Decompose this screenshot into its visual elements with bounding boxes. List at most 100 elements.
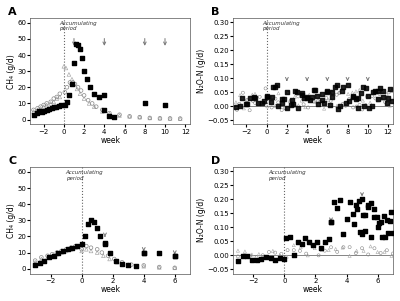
Point xyxy=(341,101,347,106)
Point xyxy=(37,261,43,265)
Text: B: B xyxy=(211,7,219,17)
Point xyxy=(275,103,282,108)
Point xyxy=(299,91,305,95)
Point xyxy=(70,80,76,85)
Point xyxy=(352,96,359,101)
Point xyxy=(315,101,321,106)
Point xyxy=(71,61,77,66)
Point xyxy=(48,101,54,106)
Point xyxy=(255,101,262,106)
Point xyxy=(252,101,258,105)
Point xyxy=(126,114,133,119)
Point xyxy=(247,96,253,101)
Point xyxy=(84,77,90,82)
Point xyxy=(274,82,280,87)
Point xyxy=(78,247,85,252)
Point xyxy=(326,248,332,253)
Point xyxy=(50,96,57,101)
Point xyxy=(356,198,362,203)
Point xyxy=(78,242,85,247)
Text: D: D xyxy=(211,156,220,166)
Point xyxy=(101,107,108,112)
Point xyxy=(377,85,384,90)
Point xyxy=(312,87,318,92)
Point xyxy=(379,90,385,95)
Point xyxy=(308,98,314,102)
Point xyxy=(376,92,383,96)
Point xyxy=(340,232,347,237)
Point xyxy=(374,96,381,101)
Point xyxy=(41,258,48,263)
Point xyxy=(328,89,335,94)
Point xyxy=(322,239,328,244)
Point xyxy=(321,101,327,106)
Point xyxy=(114,260,120,265)
Point xyxy=(351,222,358,226)
Point xyxy=(304,253,311,258)
Point xyxy=(343,217,350,222)
Point xyxy=(295,103,302,108)
Point xyxy=(75,43,81,48)
Point xyxy=(69,77,75,82)
Point xyxy=(177,116,183,121)
Point xyxy=(249,257,255,262)
Point xyxy=(332,247,339,251)
Text: Accumulating
period: Accumulating period xyxy=(66,170,103,181)
Point xyxy=(346,245,353,250)
Point xyxy=(280,96,287,101)
Point xyxy=(241,106,247,111)
Point xyxy=(375,89,381,94)
Point xyxy=(354,95,361,100)
Point xyxy=(270,85,276,90)
Point xyxy=(64,247,71,252)
Point xyxy=(283,105,289,110)
Point xyxy=(268,95,274,100)
Y-axis label: CH₄ (g/d): CH₄ (g/d) xyxy=(7,203,16,238)
Point xyxy=(383,101,390,105)
Point xyxy=(58,103,64,107)
Point xyxy=(310,99,317,104)
Point xyxy=(302,235,309,240)
Point xyxy=(106,111,112,116)
Point xyxy=(38,106,44,111)
Point xyxy=(255,102,262,107)
Point xyxy=(57,95,63,99)
Point xyxy=(360,85,366,90)
Point xyxy=(239,96,246,101)
Point xyxy=(362,229,368,234)
Point xyxy=(299,93,305,98)
Point xyxy=(368,104,375,109)
Point xyxy=(262,86,269,91)
Point xyxy=(52,104,59,109)
Point xyxy=(81,69,87,74)
Point xyxy=(256,252,262,256)
Point xyxy=(44,255,51,260)
Point xyxy=(294,239,301,244)
Point xyxy=(360,98,366,103)
Point xyxy=(337,197,344,202)
Point xyxy=(272,96,279,101)
Point xyxy=(78,249,85,253)
Point xyxy=(99,109,106,114)
Point xyxy=(281,257,288,262)
Point xyxy=(50,253,57,258)
Point xyxy=(267,100,274,104)
Point xyxy=(268,95,275,100)
Point xyxy=(102,240,108,245)
Point xyxy=(68,247,74,252)
Point xyxy=(44,253,51,258)
Point xyxy=(34,107,41,112)
Point xyxy=(261,101,267,105)
Point xyxy=(350,95,356,99)
Point xyxy=(327,102,333,107)
Point xyxy=(50,99,57,104)
Point xyxy=(40,108,47,113)
Point xyxy=(68,245,74,250)
Point xyxy=(304,96,310,101)
Point xyxy=(372,96,379,101)
Point xyxy=(32,260,38,265)
Point xyxy=(386,90,392,95)
Point xyxy=(359,197,365,202)
Point xyxy=(55,250,62,255)
Point xyxy=(267,256,274,261)
